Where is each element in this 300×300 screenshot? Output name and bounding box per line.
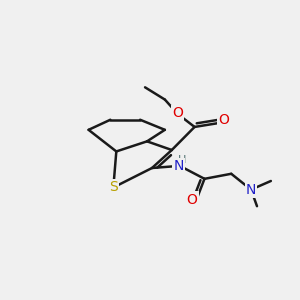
Text: O: O [187, 193, 198, 206]
Text: O: O [172, 106, 183, 120]
Text: H: H [178, 155, 186, 165]
Text: O: O [218, 113, 229, 128]
Text: N: N [246, 183, 256, 196]
Text: S: S [109, 181, 118, 194]
Text: N: N [173, 159, 184, 173]
